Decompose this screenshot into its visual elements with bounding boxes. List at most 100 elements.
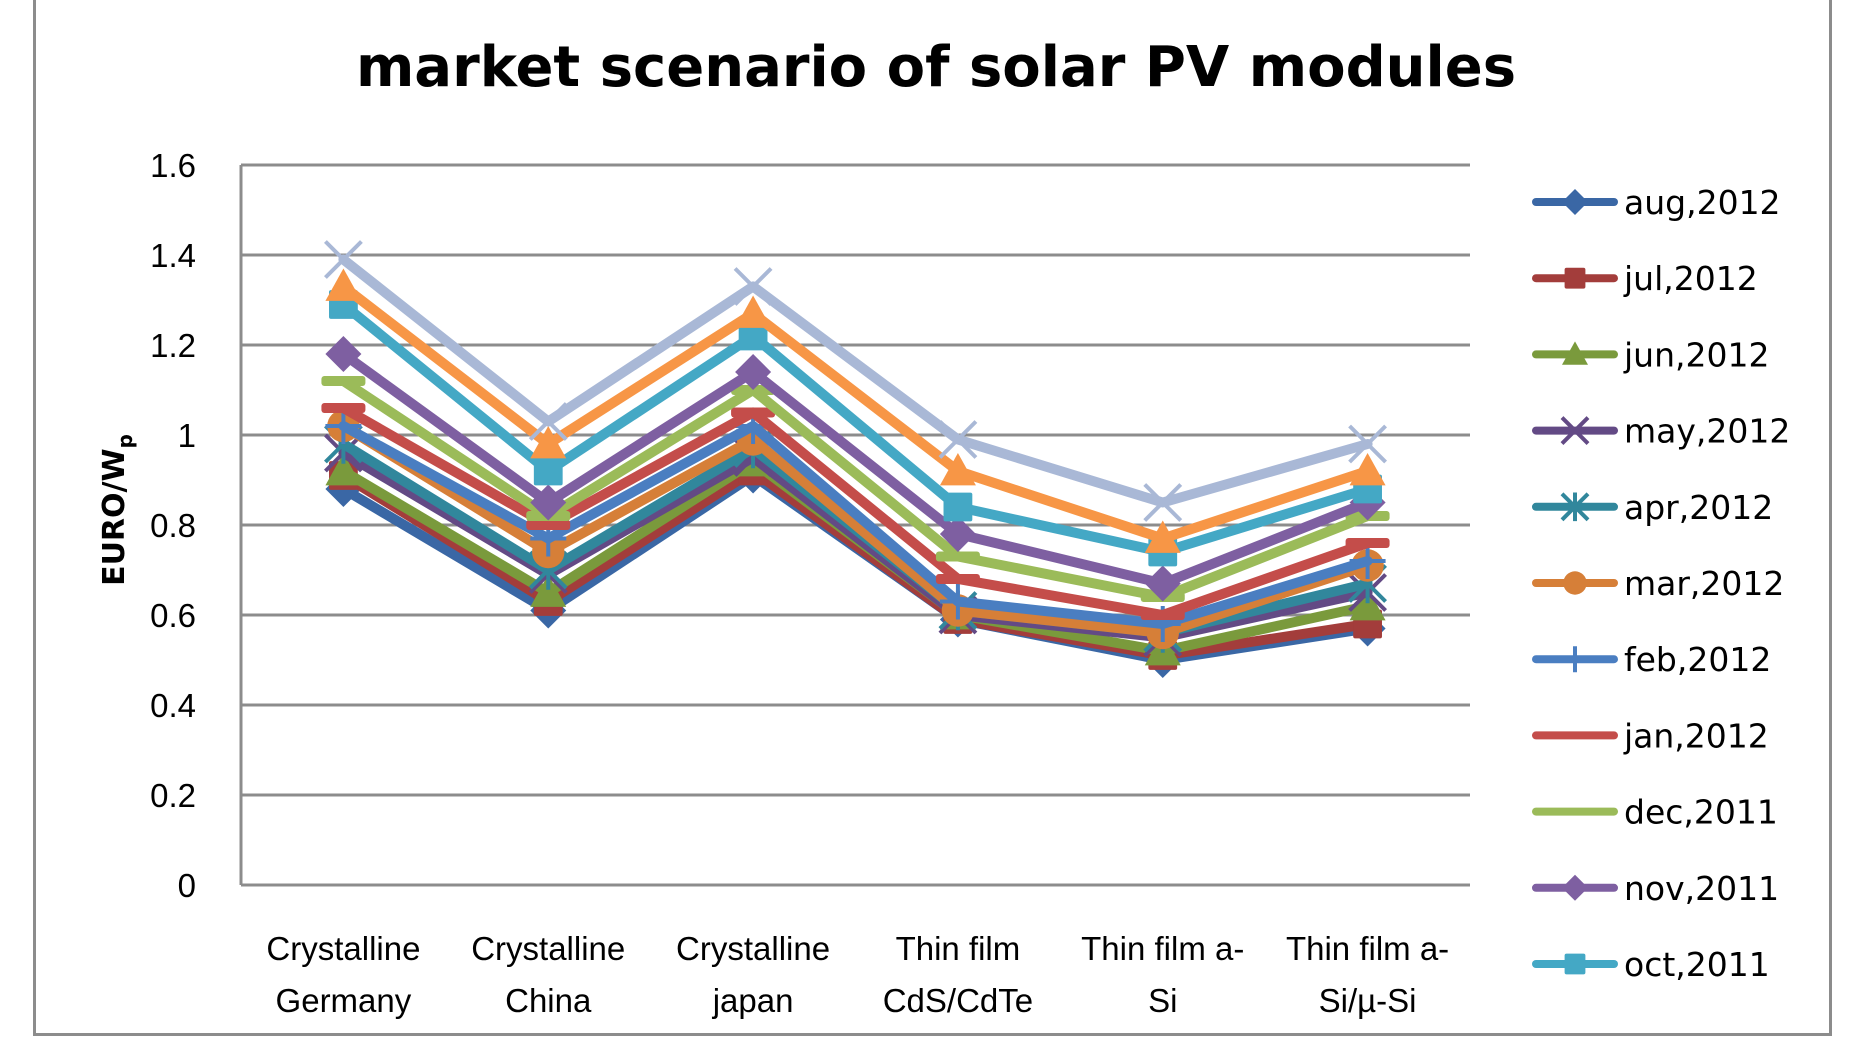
marker-plus <box>1562 646 1588 673</box>
marker-x <box>938 420 978 459</box>
legend-label: aug,2012 <box>1624 183 1781 222</box>
series-unlabeled-11 <box>325 268 1386 553</box>
legend-item[interactable]: feb,2012 <box>1532 640 1771 679</box>
marker-plus <box>1349 543 1386 579</box>
marker-circle <box>1563 571 1587 595</box>
x-tick-label-line: Crystalline <box>471 930 625 967</box>
legend-label: jun,2012 <box>1623 335 1769 374</box>
y-tick-label: 0.8 <box>150 507 196 544</box>
marker-plus <box>939 583 976 620</box>
y-tick-label: 1.6 <box>150 147 196 184</box>
marker-triangle <box>530 426 567 459</box>
y-tick-label: 0.4 <box>150 687 196 724</box>
x-tick-label: Crystalline China <box>471 930 625 1019</box>
marker-x <box>1348 424 1387 464</box>
marker-triangle <box>325 268 362 301</box>
legend-item[interactable]: dec,2011 <box>1532 793 1778 832</box>
marker-square <box>1564 267 1586 289</box>
marker-triangle <box>1349 453 1386 486</box>
legend-label: feb,2012 <box>1624 640 1771 679</box>
marker-x <box>733 267 773 306</box>
y-tick-label: 0 <box>178 867 196 904</box>
y-axis-label-main: EURO/W <box>97 448 132 586</box>
marker-diamond <box>1562 189 1588 215</box>
series-jan-2012 <box>321 403 1390 620</box>
marker-triangle <box>1349 588 1386 621</box>
legend-item[interactable]: nov,2011 <box>1532 869 1779 908</box>
y-axis-label: EURO/Wp <box>97 434 137 586</box>
series-line <box>338 299 1373 557</box>
x-tick-label-line: China <box>505 982 592 1019</box>
marker-triangle <box>939 453 976 486</box>
marker-triangle <box>1144 520 1181 553</box>
marker-x <box>528 402 568 441</box>
series-line <box>338 421 1373 629</box>
legend-item[interactable]: jul,2012 <box>1532 259 1758 298</box>
series-line <box>338 254 1373 508</box>
series-line <box>338 466 1373 661</box>
x-tick-label-line: Crystalline <box>266 930 420 967</box>
x-tick-label: Thin film a- Si/µ-Si <box>1286 930 1449 1019</box>
x-tick-label: Thin film a- Si <box>1081 930 1244 1019</box>
x-tick-label-line: Germany <box>276 982 412 1019</box>
marker-diamond <box>325 336 362 372</box>
series-line <box>338 281 1373 544</box>
marker-square <box>533 456 563 486</box>
legend-item[interactable]: oct,2011 <box>1532 945 1770 984</box>
legend-label: oct,2011 <box>1624 945 1770 984</box>
x-tick-label: Crystalline japan <box>676 930 830 1019</box>
marker-x <box>1560 416 1590 446</box>
legend-item[interactable]: aug,2012 <box>1532 183 1781 222</box>
x-tick-label-line: Si <box>1148 982 1177 1019</box>
marker-triangle <box>735 295 772 328</box>
legend-label: may,2012 <box>1624 412 1790 451</box>
x-tick-label-line: japan <box>712 982 794 1019</box>
marker-x <box>324 240 363 279</box>
marker-dash <box>731 407 776 418</box>
marker-square <box>943 492 973 522</box>
series-unlabeled-12 <box>324 240 1387 522</box>
marker-dash <box>321 376 366 386</box>
y-tick-label: 1.4 <box>150 237 196 274</box>
legend-item[interactable]: jan,2012 <box>1532 716 1769 755</box>
marker-diamond <box>530 484 567 521</box>
y-axis-ticks: 0 0.2 0.4 0.6 0.8 1 1.2 1.4 1.6 <box>150 147 196 904</box>
marker-asterisk <box>1560 492 1590 522</box>
y-tick-label: 0.2 <box>150 777 196 814</box>
marker-dash <box>1140 610 1185 620</box>
series-line <box>338 376 1373 602</box>
legend-item[interactable]: jun,2012 <box>1532 335 1769 374</box>
series-line <box>338 421 1373 638</box>
legend: aug,2012 jul,2012 jun,2012 may,2012 apr,2012… <box>1532 183 1790 984</box>
marker-plus <box>325 408 362 444</box>
marker-triangle <box>530 574 567 607</box>
x-tick-label: Crystalline Germany <box>266 930 420 1019</box>
legend-label: dec,2011 <box>1624 793 1778 832</box>
marker-diamond <box>939 516 976 552</box>
legend-item[interactable]: mar,2012 <box>1532 564 1784 603</box>
legend-item[interactable]: apr,2012 <box>1532 488 1773 527</box>
series-nov-2011 <box>325 336 1386 602</box>
marker-dash <box>935 551 980 562</box>
marker-dash <box>1345 538 1390 548</box>
marker-diamond <box>735 354 772 390</box>
marker-triangle <box>1562 341 1588 365</box>
marker-dash <box>321 403 366 413</box>
marker-square <box>738 321 768 351</box>
x-tick-label-line: Crystalline <box>676 930 830 967</box>
legend-label: nov,2011 <box>1624 869 1779 908</box>
series-line <box>338 349 1373 589</box>
legend-item[interactable]: may,2012 <box>1532 412 1790 451</box>
marker-triangle <box>325 453 362 486</box>
y-tick-label: 1.2 <box>150 327 196 364</box>
x-tick-label: Thin film CdS/CdTe <box>883 930 1033 1019</box>
legend-label: jan,2012 <box>1623 716 1769 755</box>
legend-label: mar,2012 <box>1624 564 1784 603</box>
series-group <box>321 240 1390 678</box>
marker-dash <box>935 574 980 584</box>
x-tick-label-line: Thin film a- <box>1081 930 1244 967</box>
marker-diamond <box>1144 565 1181 602</box>
chart-title: market scenario of solar PV modules <box>356 35 1516 100</box>
